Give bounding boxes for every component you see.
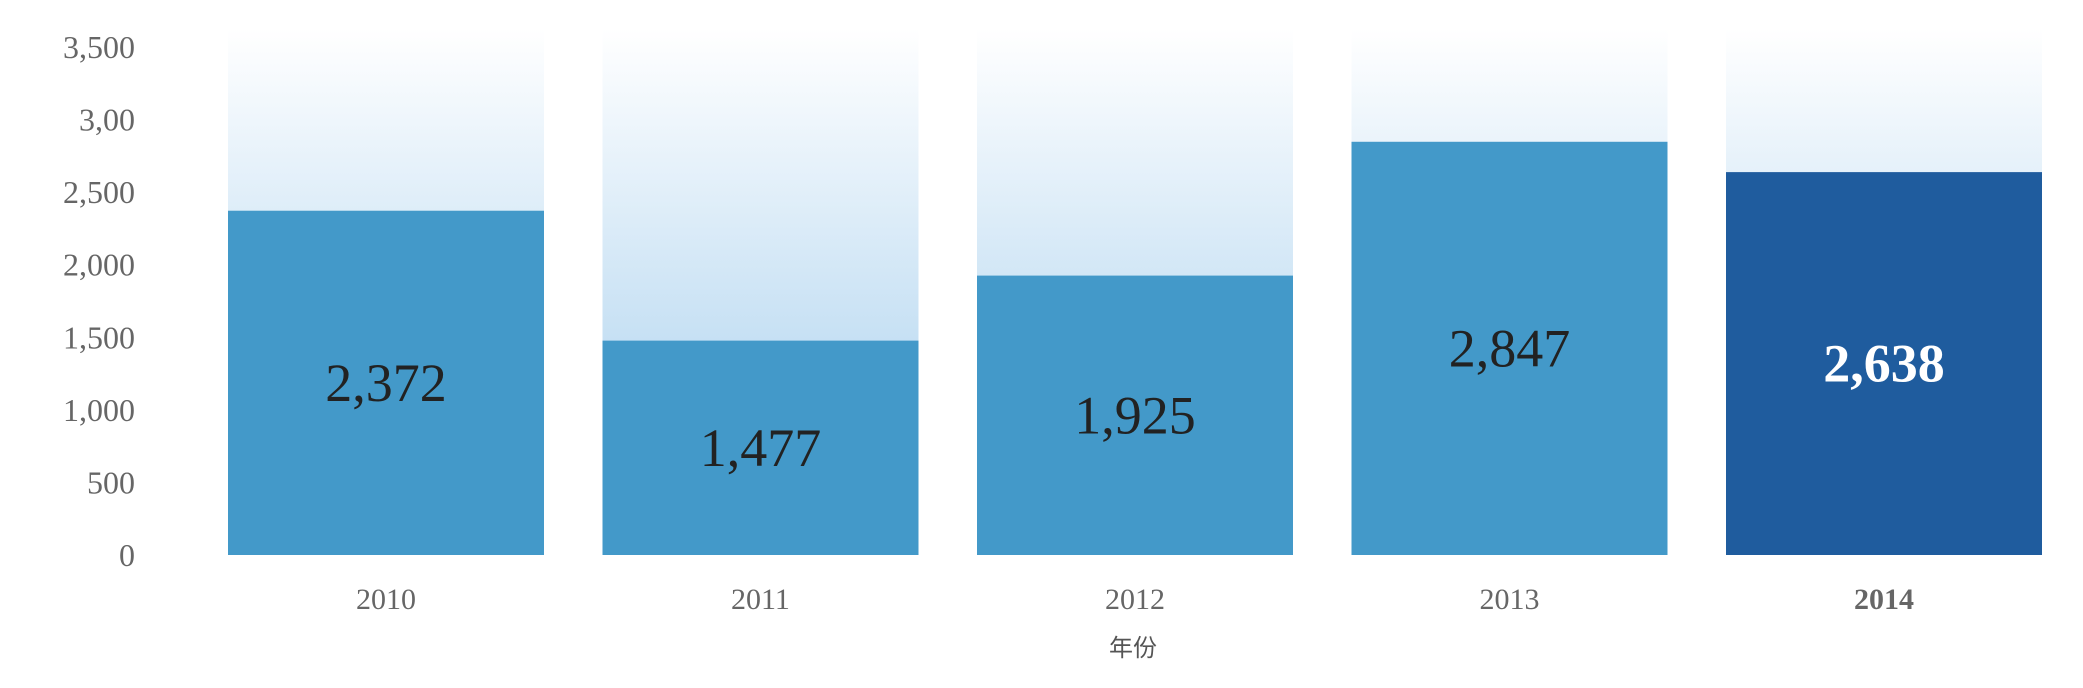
x-tick-label: 2010 bbox=[356, 583, 416, 616]
value-label: 1,925 bbox=[1074, 385, 1196, 445]
bar-2011 bbox=[602, 340, 919, 555]
x-tick-label: 2012 bbox=[1105, 583, 1165, 616]
bar-2012 bbox=[977, 275, 1293, 555]
bars: 2,372 2010 1,477 2011 1,925 2012 2,847 2013 2,63… bbox=[228, 29, 2042, 616]
x-tick-label: 2014 bbox=[1854, 583, 1914, 616]
y-tick-label: 0 bbox=[119, 537, 135, 573]
value-label: 2,372 bbox=[325, 353, 447, 413]
y-tick-label: 3,00 bbox=[79, 102, 135, 138]
value-label: 2,847 bbox=[1449, 318, 1571, 378]
x-axis-label: 年份 bbox=[1109, 634, 1157, 662]
y-tick-label: 1,500 bbox=[63, 319, 135, 355]
y-tick-label: 2,500 bbox=[63, 174, 135, 210]
y-tick-label: 1,000 bbox=[63, 392, 135, 428]
y-tick-label: 3,500 bbox=[63, 29, 135, 65]
x-tick-label: 2011 bbox=[731, 583, 790, 616]
value-label: 1,477 bbox=[700, 418, 822, 478]
bar-2014 bbox=[1726, 172, 2042, 555]
y-tick-label: 2,000 bbox=[63, 247, 135, 283]
y-tick-label: 500 bbox=[87, 464, 135, 500]
y-axis: 0 500 1,000 1,500 2,000 2,500 3,00 3,500 bbox=[63, 29, 135, 573]
x-tick-label: 2013 bbox=[1480, 583, 1540, 616]
bar-2013 bbox=[1351, 141, 1668, 555]
value-label: 2,638 bbox=[1823, 334, 1945, 394]
bar-2010 bbox=[228, 210, 544, 556]
